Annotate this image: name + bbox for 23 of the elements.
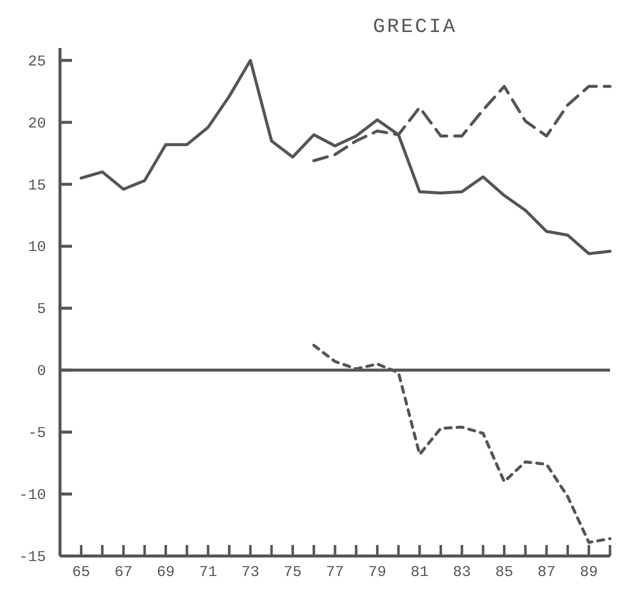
x-tick-label: 79: [368, 564, 386, 581]
x-tick-label: 85: [495, 564, 514, 581]
y-tick-label: 10: [28, 239, 46, 256]
chart-title: GRECIA: [372, 16, 458, 39]
x-tick-label: 81: [410, 564, 429, 581]
x-tick-label: 67: [114, 564, 132, 581]
y-tick-label: 15: [28, 177, 46, 194]
x-tick-label: 75: [284, 564, 302, 581]
x-tick-label: 73: [241, 564, 260, 581]
x-tick-label: 87: [538, 564, 556, 581]
x-tick-label: 71: [199, 564, 218, 581]
y-tick-label: 0: [36, 363, 46, 380]
x-tick-label: 83: [452, 564, 471, 581]
y-tick-label: -5: [28, 425, 46, 442]
x-tick-label: 77: [326, 564, 344, 581]
y-tick-label: -10: [18, 487, 46, 504]
x-tick-label: 65: [72, 564, 90, 581]
y-tick-label: 5: [36, 301, 46, 318]
y-tick-label: 25: [28, 53, 46, 70]
y-tick-label: -15: [18, 549, 46, 566]
x-tick-label: 69: [156, 564, 175, 581]
y-tick-label: 20: [28, 115, 46, 132]
x-tick-label: 89: [580, 564, 598, 581]
